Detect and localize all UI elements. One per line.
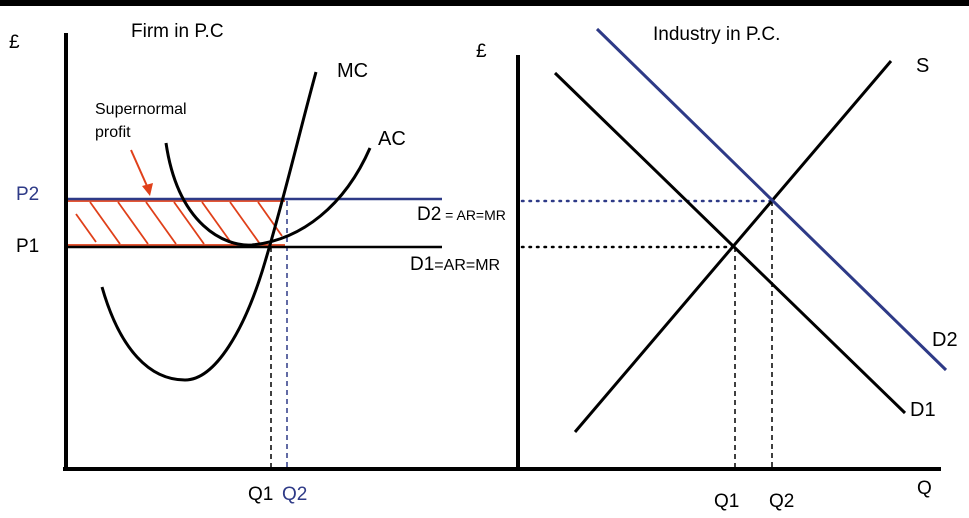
d1-label: D1=AR=MR bbox=[410, 254, 500, 275]
demand-d2-curve bbox=[595, 27, 948, 372]
annotation-line-2: profit bbox=[95, 124, 131, 141]
mc-label: MC bbox=[337, 60, 368, 82]
supply-label: S bbox=[916, 55, 929, 77]
firm-q1-label: Q1 bbox=[248, 484, 273, 505]
d2-label: D2 = AR=MR bbox=[417, 204, 506, 225]
supernormal-profit-area bbox=[68, 200, 285, 246]
industry-x-axis-label: Q bbox=[917, 478, 932, 499]
firm-panel: Firm in P.C £ MC AC Supernormal profit P… bbox=[9, 21, 522, 505]
ac-curve bbox=[164, 142, 372, 247]
industry-y-axis-label: £ bbox=[476, 41, 487, 62]
annotation-line-1: Supernormal bbox=[95, 101, 187, 118]
industry-q1-label: Q1 bbox=[714, 491, 739, 512]
d2-curve-label: D2 bbox=[932, 329, 958, 351]
p1-label: P1 bbox=[16, 236, 39, 257]
demand-d1-curve bbox=[553, 71, 907, 415]
ac-label: AC bbox=[378, 128, 406, 150]
industry-q2-label: Q2 bbox=[769, 491, 794, 512]
profit-arrow bbox=[130, 149, 153, 196]
firm-y-axis-label: £ bbox=[9, 32, 20, 53]
firm-q2-label: Q2 bbox=[282, 484, 307, 505]
d1-curve-label: D1 bbox=[910, 399, 936, 421]
industry-panel: Industry in P.C. £ S D2 D1 Q Q1 Q2 bbox=[476, 24, 958, 512]
mc-curve bbox=[100, 71, 318, 382]
top-border bbox=[0, 0, 969, 6]
p2-label: P2 bbox=[16, 184, 39, 205]
firm-title: Firm in P.C bbox=[131, 21, 224, 42]
industry-title: Industry in P.C. bbox=[653, 24, 780, 45]
